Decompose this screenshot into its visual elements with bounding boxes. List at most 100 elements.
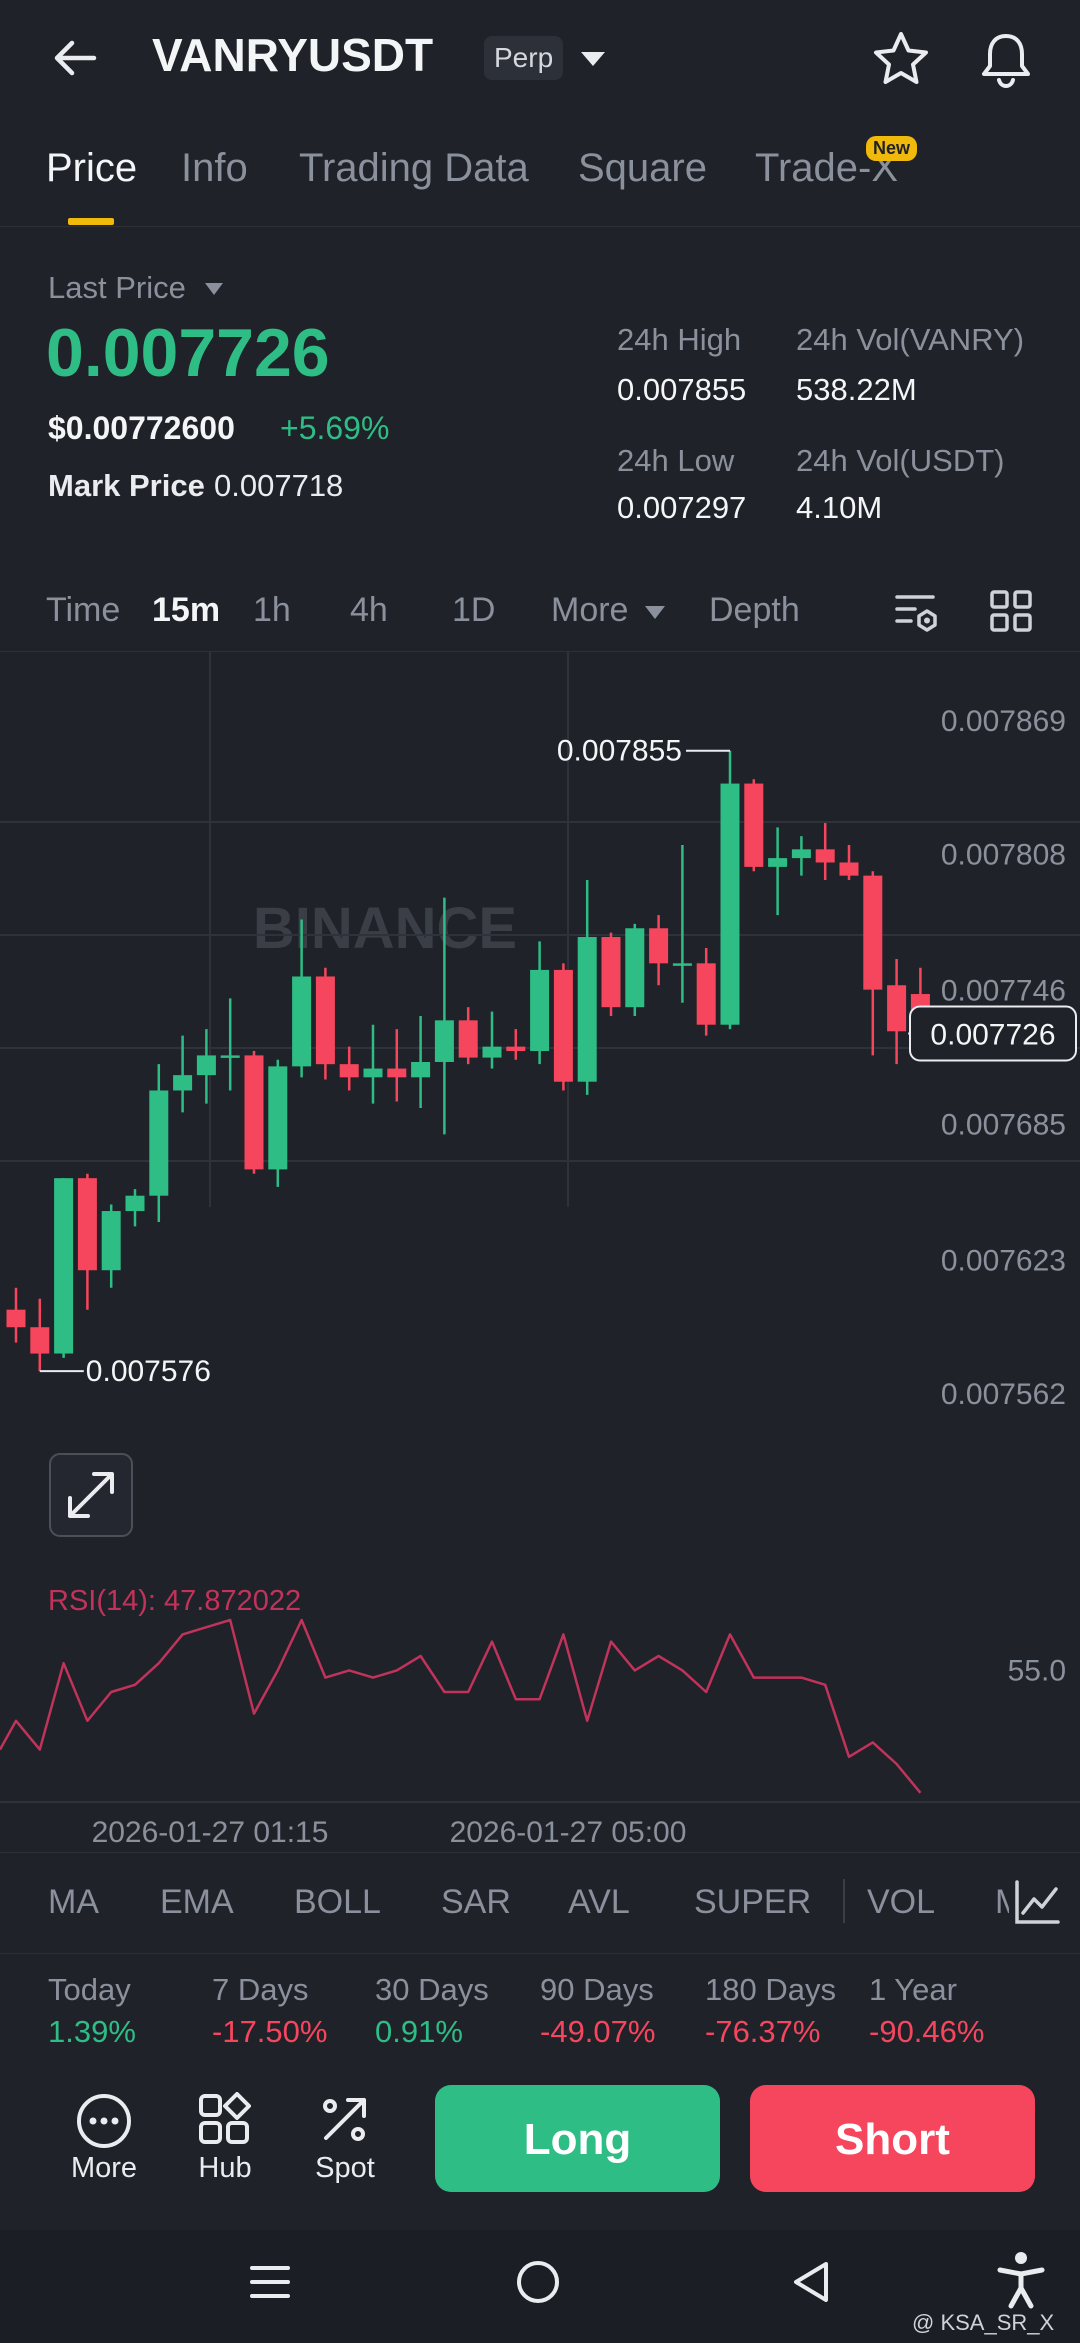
interval-more[interactable]: More (551, 591, 629, 629)
candle-body (458, 1020, 478, 1058)
candle-body (553, 969, 573, 1082)
grid-layout-icon[interactable] (989, 589, 1033, 633)
indicator-ma[interactable]: MA (48, 1883, 99, 1921)
perf-30d-label: 30 Days (375, 1972, 489, 2007)
perf-1y-value: -90.46% (869, 2014, 985, 2049)
pair-title[interactable]: VANRYUSDT (152, 29, 434, 81)
caret-down-icon[interactable] (644, 605, 666, 621)
chevron-down-icon[interactable] (578, 44, 608, 74)
high-24h-value: 0.007855 (617, 372, 747, 407)
last-price-value: 0.007726 (46, 315, 330, 391)
divider (843, 1879, 845, 1923)
perf-7d-label: 7 Days (212, 1972, 309, 2007)
interval-15m[interactable]: 15m (152, 591, 221, 629)
price-axis-label: 0.007869 (941, 705, 1066, 738)
candle-body (101, 1211, 121, 1271)
indicator-ema[interactable]: EMA (160, 1883, 234, 1921)
low-24h-value: 0.007297 (617, 490, 747, 525)
indicator-super[interactable]: SUPER (694, 1883, 812, 1921)
hub-icon[interactable] (197, 2092, 251, 2146)
price-axis-label: 0.007685 (941, 1108, 1066, 1141)
change-percent: +5.69% (280, 410, 390, 446)
candle-body (601, 937, 621, 1008)
interval-time[interactable]: Time (46, 591, 121, 629)
short-button[interactable]: Short (750, 2085, 1035, 2192)
indicator-vol[interactable]: VOL (867, 1883, 936, 1921)
more-label[interactable]: More (70, 2152, 138, 2184)
candle-body (339, 1064, 359, 1078)
perf-7d-value: -17.50% (212, 2014, 328, 2049)
candle-body (363, 1068, 383, 1078)
perf-today-label: Today (48, 1972, 131, 2007)
indicator-sar[interactable]: SAR (441, 1883, 511, 1921)
low-marker-label: 0.007576 (86, 1355, 211, 1388)
star-icon[interactable] (870, 28, 932, 90)
chart-settings-icon[interactable] (893, 589, 941, 635)
high-marker-label: 0.007855 (557, 735, 682, 768)
fullscreen-expand-icon[interactable] (48, 1452, 134, 1538)
interval-1d[interactable]: 1D (452, 591, 496, 629)
indicator-bar: MA EMA BOLL SAR AVL SUPER VOL M (0, 1852, 1080, 1954)
interval-1h[interactable]: 1h (253, 591, 291, 629)
candle-body (6, 1309, 26, 1328)
hub-label[interactable]: Hub (198, 2152, 252, 2184)
perf-180d-label: 180 Days (705, 1972, 836, 2007)
candle-body (125, 1195, 145, 1212)
contract-type-badge: Perp (484, 36, 564, 80)
perf-90d-label: 90 Days (540, 1972, 654, 2007)
tab-price[interactable]: Price (46, 146, 138, 190)
tab-trading-data[interactable]: Trading Data (299, 146, 529, 190)
spot-icon[interactable] (318, 2092, 372, 2146)
interval-depth[interactable]: Depth (709, 591, 800, 629)
candle-body (887, 985, 907, 1032)
candle-body (768, 858, 788, 867)
mark-price-value: 0.007718 (214, 468, 344, 503)
time-axis-label: 2026-01-27 05:00 (450, 1816, 687, 1849)
caret-down-icon[interactable] (204, 282, 224, 296)
candle-body (244, 1055, 264, 1170)
price-axis-label: 0.007562 (941, 1378, 1066, 1411)
candle-body (839, 862, 859, 876)
recent-apps-icon[interactable] (248, 2260, 292, 2304)
system-nav-bar (0, 2230, 1080, 2343)
back-nav-icon[interactable] (788, 2258, 834, 2306)
interval-bar: Time 15m 1h 4h 1D More Depth (0, 575, 1080, 652)
vol-quote-label: 24h Vol(USDT) (796, 443, 1005, 478)
indicator-chart-icon[interactable] (1012, 1877, 1062, 1927)
bell-icon[interactable] (975, 28, 1037, 90)
more-icon[interactable] (75, 2092, 133, 2150)
chart-watermark: BINANCE (253, 896, 517, 961)
price-axis-label: 0.007623 (941, 1244, 1066, 1277)
indicator-avl[interactable]: AVL (568, 1883, 630, 1921)
candle-body (649, 928, 669, 964)
candle-body (30, 1327, 50, 1354)
perf-today-value: 1.39% (48, 2014, 136, 2049)
section-tabs: Price Info Trading Data Square Trade-X (0, 140, 1080, 227)
price-chart[interactable]: BINANCE 0.007869 0.007808 0.007746 0.007685… (0, 652, 1080, 1852)
long-button[interactable]: Long (435, 2085, 720, 2192)
high-24h-label: 24h High (617, 322, 742, 357)
spot-label[interactable]: Spot (315, 2152, 375, 2184)
candle-body (268, 1066, 288, 1170)
last-price-label[interactable]: Last Price (48, 270, 186, 305)
top-header: VANRYUSDT Perp (0, 0, 1080, 120)
indicator-boll[interactable]: BOLL (294, 1883, 381, 1921)
time-axis-label: 2026-01-27 01:15 (92, 1816, 329, 1849)
candle-body (530, 969, 550, 1052)
vol-base-label: 24h Vol(VANRY) (796, 322, 1025, 357)
tab-info[interactable]: Info (181, 146, 248, 190)
home-icon[interactable] (514, 2258, 562, 2306)
perf-90d-value: -49.07% (540, 2014, 656, 2049)
candle-body (387, 1068, 407, 1078)
back-arrow-icon[interactable] (46, 28, 106, 88)
accessibility-icon[interactable] (996, 2250, 1046, 2310)
interval-4h[interactable]: 4h (350, 591, 388, 629)
rsi-level-label: 55.0 (1008, 1654, 1066, 1687)
candle-body (482, 1046, 502, 1058)
current-price-label: 0.007726 (930, 1018, 1055, 1051)
indicator-more[interactable]: M (995, 1883, 1009, 1922)
tab-square[interactable]: Square (578, 146, 707, 190)
rsi-line (0, 1618, 922, 1794)
candle-body (77, 1178, 97, 1271)
candlestick-chart[interactable]: BINANCE 0.007869 0.007808 0.007746 0.007685… (0, 652, 1080, 1852)
